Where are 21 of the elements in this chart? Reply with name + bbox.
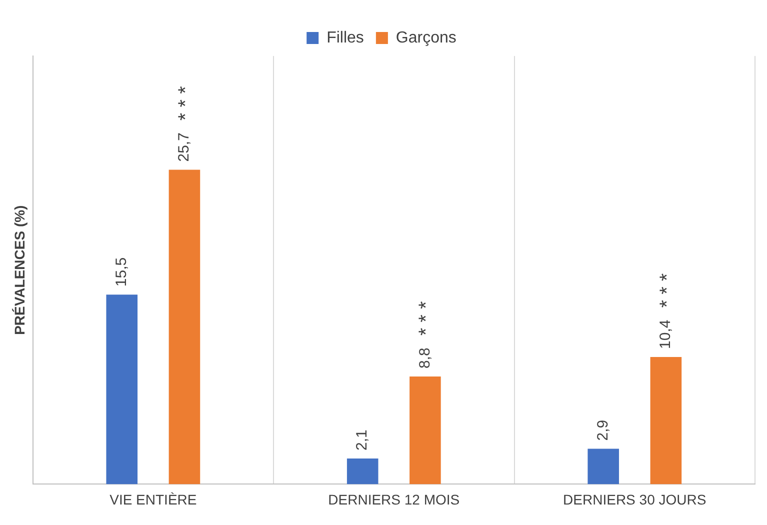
bar [588, 448, 619, 484]
y-axis-title: PRÉVALENCES (%) [11, 205, 28, 335]
x-tick-label: DERNIERS 30 JOURS [563, 491, 706, 508]
x-tick-label: VIE ENTIÈRE [110, 491, 197, 508]
annotation: * * * [656, 273, 678, 308]
data-label: 25,7 [176, 132, 193, 162]
data-label: 2,1 [354, 430, 371, 451]
legend-label: Garçons [396, 29, 456, 46]
text: * * * [174, 86, 197, 121]
x-tick-label: DERNIERS 12 MOIS [328, 491, 460, 508]
data-label: 2,9 [594, 420, 612, 441]
data-label: 15,5 [113, 257, 130, 287]
bar [346, 458, 378, 484]
annotation: * * * [416, 301, 438, 336]
bar [410, 376, 441, 484]
legend-label: Filles [326, 29, 364, 46]
bar [106, 294, 138, 484]
bar [168, 170, 200, 484]
data-label: 8,8 [416, 348, 434, 369]
bar [650, 356, 682, 484]
data-label: 10,4 [657, 320, 674, 349]
